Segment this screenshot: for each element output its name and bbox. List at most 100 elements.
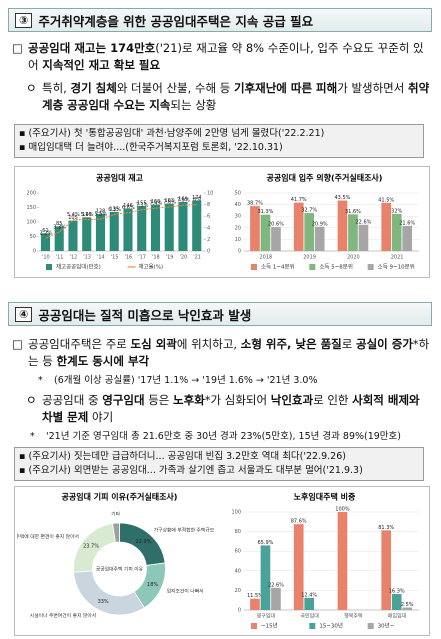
slice-label: 시설이나 주변여건이 좋지 않아서	[30, 612, 96, 619]
news-item: ▪ 매입임대택 더 늘려야....(한국주거복지포럼 토론회, '22.10.3…	[19, 142, 283, 153]
marker: □	[12, 41, 23, 55]
section-number: ④	[15, 306, 33, 322]
x-tick-label: 2018	[260, 255, 273, 261]
x-tick-label: '16	[125, 255, 133, 261]
section-title-text: 주거취약계층을 위한 공공임대주택은 지속 공급 필요	[38, 13, 314, 29]
text-run: (6개월 이상 공실률) '17년 1.1% → '19년 1.6% → '21…	[54, 375, 318, 386]
chart: 공공임대 기피 이유(주거실태조사) 22.9%가구상황에 부적합한 주택규모 18…	[17, 492, 215, 619]
y2-tick-label: 10	[207, 191, 213, 197]
text-run: 공실이 증가	[356, 337, 413, 351]
bar	[68, 220, 78, 251]
value-label: 105	[68, 215, 78, 221]
slice-label: 입지조건이 나빠서	[167, 587, 204, 594]
y-tick-label: 100	[26, 220, 36, 226]
y-tick-label: 100	[231, 510, 241, 516]
x-tick-label: 2019	[303, 255, 316, 261]
y-tick-label: 30	[235, 214, 241, 220]
bar	[337, 200, 348, 251]
y-tick-label: 60	[235, 549, 241, 555]
marker: *	[30, 431, 35, 442]
section-title: ③ 주거취약계층을 위한 공공임대주택은 지속 공급 필요	[8, 8, 432, 32]
value-label: 116	[82, 212, 92, 218]
bar	[40, 233, 51, 251]
chart: 노후임대주택 비중 0 20 40 60 80 100 영구임대 국민임대 행복주택 매입임대 11.…	[231, 492, 419, 630]
news-item: ▪ (주요기사) 짓는데만 급급하더니... 공공임대 빈집 3.2만호 역대 …	[19, 451, 346, 462]
x-tick-label: 2020	[347, 255, 360, 261]
value-label: 43.5%	[335, 195, 351, 201]
text-run: 특히,	[42, 81, 71, 95]
bar	[271, 587, 281, 610]
value-label: 146	[123, 203, 133, 209]
slice-label: 가구상황에 부적합한 주택규모	[154, 526, 215, 533]
value-label: 61	[42, 228, 48, 234]
bar	[391, 594, 402, 610]
text-run: 에 위치하고,	[176, 337, 241, 351]
value-label: 41.7%	[291, 197, 307, 203]
value-label: 169	[178, 196, 188, 202]
legend-swatch	[309, 623, 316, 629]
text-run: 로	[341, 337, 357, 351]
legend-swatch	[367, 623, 374, 629]
chart-title: 공공임대 재고	[96, 173, 144, 183]
text-run: 공공임대 중	[42, 393, 103, 407]
value-label: 38.7%	[247, 201, 263, 207]
value-label: 135	[109, 206, 119, 212]
slice-label: 임대주택에 대한 편견이 좋지 않아서	[17, 533, 79, 540]
x-tick-label: '10	[42, 255, 50, 261]
x-tick-label: '17	[138, 255, 146, 261]
value-label: 3.3%	[53, 224, 66, 230]
value-label: 160	[151, 199, 161, 205]
text-run: 등은	[144, 393, 174, 407]
text-run: *가 심화되어	[204, 393, 271, 407]
value-label: 7.9%	[177, 198, 190, 204]
text-run: 한계도 동시에 부각	[56, 354, 150, 368]
value-label: 20.9%	[312, 221, 328, 227]
text-run: ('21)로 재고율 약 8% 수준이나, 입주 수요도 꾸준히 있어	[28, 41, 424, 72]
value-label: 31.3%	[258, 209, 274, 215]
paragraph-text: (6개월 이상 공실률) '17년 1.1% → '19년 1.6% → '21…	[54, 374, 430, 387]
value-label: 5.4%	[81, 212, 94, 218]
value-label: 7.4%	[150, 201, 163, 207]
paragraph: □ 공공임대주택은 주로 도심 외곽에 위치하고, 소형 위주, 낮은 품질로 공…	[12, 336, 430, 370]
x-tick-label: '20	[180, 255, 188, 261]
bar	[250, 206, 260, 251]
chart-title: 공공임대 기피 이유(주거실태조사)	[62, 492, 178, 502]
y-tick-label: 50	[30, 234, 36, 240]
y-tick-label: 40	[235, 202, 241, 208]
x-tick-label: '19	[166, 255, 174, 261]
value-label: 7.1%	[136, 202, 149, 208]
paragraph-text: '21년 기준 영구임대 총 21.6만호 중 30년 경과 23%(5만호),…	[46, 430, 434, 443]
value-label: 11.5%	[247, 593, 263, 599]
y-tick-label: 200	[26, 191, 36, 197]
x-tick-label: '13	[83, 255, 91, 261]
bar	[348, 214, 358, 251]
text-run: 경기 침체	[70, 81, 117, 95]
text-run: 되는 상황	[170, 98, 217, 112]
bar	[95, 213, 106, 251]
value-label: 100%	[335, 507, 350, 513]
value-label: 22.6%	[356, 219, 372, 225]
donut-slice	[73, 570, 145, 616]
y-tick-label: 0	[238, 608, 241, 614]
bar	[271, 227, 281, 251]
paragraph-text: 공공임대 중 영구임대 등은 노후화*가 심화되어 낙인효과로 인한 사회적 배…	[42, 392, 430, 426]
footnote: * (6개월 이상 공실률) '17년 1.1% → '19년 1.6% → '2…	[38, 374, 430, 387]
value-label: 81.3%	[378, 525, 394, 531]
bar	[293, 202, 304, 251]
y-tick-label: 80	[235, 529, 241, 535]
value-label: 22.6%	[268, 582, 284, 588]
news-box: ▪ (주요기사) 첫 '통합공공임대' 과천·남양주에 2만명 넘게 몰렸다('…	[14, 124, 424, 158]
news-item: ▪ (주요기사) 외면받는 공공임대... 가족과 살기엔 좁고 서울과도 대부…	[19, 465, 363, 476]
value-label: 20.6%	[268, 222, 284, 228]
bar	[358, 224, 369, 251]
y-tick-label: 50	[235, 191, 241, 197]
value-label: 5.4%	[67, 212, 80, 218]
paragraph: ㅇ 공공임대 중 영구임대 등은 노후화*가 심화되어 낙인효과로 인한 사회적 …	[26, 392, 430, 426]
text-run: 지속적인 재고 확보 필요	[42, 58, 161, 72]
bar	[250, 598, 260, 610]
legend-swatch	[251, 264, 257, 270]
x-tick-label: '18	[152, 255, 160, 261]
text-run: '21년 기준 영구임대 총 21.6만호 중 30년 경과 23%(5만호),…	[46, 431, 401, 442]
x-tick-label: 영구임대	[257, 613, 276, 620]
chart-title: 공공임대 입주 의향(주거실태조사)	[267, 173, 383, 183]
